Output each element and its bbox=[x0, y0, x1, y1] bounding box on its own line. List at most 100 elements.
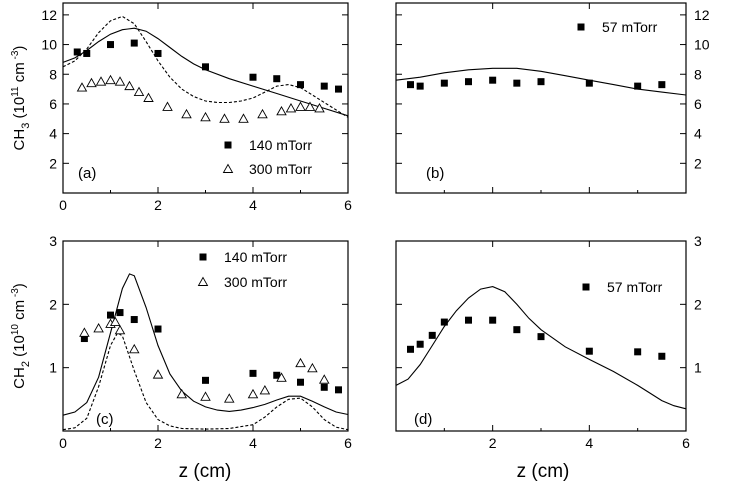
data-point-square-c bbox=[116, 309, 124, 317]
x-tick-label-a: 0 bbox=[59, 197, 67, 213]
panel-d: 2 4 6 1 2 3 57 mTorr (d) bbox=[395, 233, 702, 451]
data-point-triangle-a bbox=[105, 74, 116, 85]
data-point-square-a bbox=[320, 82, 328, 90]
data-point-square-d bbox=[634, 348, 642, 356]
data-point-triangle-a bbox=[86, 77, 97, 88]
x-tick-label-d: 6 bbox=[682, 435, 690, 451]
x-tick-label-d: 2 bbox=[489, 435, 497, 451]
data-point-square-d bbox=[407, 345, 414, 353]
y-tick-label-c: 1 bbox=[49, 360, 57, 376]
data-point-triangle-c bbox=[176, 388, 188, 399]
data-point-triangle-a bbox=[314, 102, 325, 113]
x-tick-label-a: 2 bbox=[154, 197, 162, 213]
x-tick-label-a: 6 bbox=[344, 197, 352, 213]
data-point-triangle-a bbox=[219, 113, 230, 123]
data-point-square-d bbox=[465, 316, 472, 324]
y-tick-label-a: 4 bbox=[49, 126, 57, 142]
y-tick-label-b: 2 bbox=[694, 155, 702, 171]
data-point-square-d bbox=[440, 318, 448, 326]
y-tick-label-b: 8 bbox=[694, 66, 702, 82]
data-point-square-d bbox=[585, 347, 593, 355]
data-point-square-c bbox=[130, 316, 138, 324]
data-point-triangle-c bbox=[200, 391, 211, 401]
data-point-triangle-c bbox=[295, 357, 306, 368]
legend-marker-a bbox=[224, 141, 232, 149]
data-point-square-b bbox=[407, 81, 414, 89]
data-point-square-a bbox=[154, 49, 162, 57]
data-point-triangle-c bbox=[109, 316, 121, 327]
data-point-triangle-c bbox=[128, 343, 140, 354]
data-point-square-a bbox=[107, 41, 114, 49]
data-point-square-d bbox=[537, 333, 545, 341]
data-point-triangle-c bbox=[247, 388, 259, 399]
panel-a: 0 2 4 6 2 4 6 8 10 12 140 mTorr 300 mTorr (a) CH3 (10… bbox=[10, 2, 352, 213]
data-point-triangle-c bbox=[307, 362, 318, 373]
data-point-triangle-c bbox=[93, 322, 104, 333]
data-point-square-c bbox=[80, 335, 88, 343]
legend-label-a: 140 mTorr bbox=[249, 137, 312, 153]
legend-label-c: 300 mTorr bbox=[224, 274, 287, 290]
data-point-square-c bbox=[335, 386, 342, 394]
data-point-triangle-a bbox=[143, 92, 154, 102]
data-point-square-c bbox=[154, 325, 162, 333]
y-tick-label-c: 2 bbox=[49, 296, 57, 312]
data-point-square-c bbox=[320, 383, 328, 391]
data-point-square-a bbox=[273, 75, 281, 83]
data-point-triangle-a bbox=[181, 108, 192, 119]
data-point-triangle-a bbox=[304, 101, 316, 111]
data-point-square-a bbox=[297, 81, 304, 89]
data-point-triangle-a bbox=[76, 82, 88, 92]
data-point-triangle-a bbox=[257, 108, 268, 119]
data-point-square-c bbox=[202, 376, 209, 384]
data-point-triangle-a bbox=[114, 76, 126, 86]
y-tick-label-a: 6 bbox=[49, 96, 57, 112]
data-point-square-d bbox=[416, 340, 424, 348]
data-point-square-c bbox=[249, 369, 257, 377]
data-point-square-a bbox=[335, 85, 342, 93]
y-tick-label-d: 1 bbox=[694, 360, 702, 376]
y-axis-label-a: CH3 (1011 cm -3) bbox=[10, 46, 32, 151]
data-point-square-d bbox=[489, 316, 497, 324]
data-point-square-a bbox=[83, 49, 91, 57]
data-point-square-c bbox=[297, 378, 304, 386]
x-tick-label-c: 4 bbox=[249, 435, 257, 451]
x-tick-label-d: 4 bbox=[585, 435, 593, 451]
data-point-square-b bbox=[585, 79, 593, 87]
panel-label-b: (b) bbox=[426, 165, 444, 182]
x-axis-label-right: z (cm) bbox=[517, 461, 570, 482]
data-point-triangle-a bbox=[285, 102, 297, 113]
data-point-square-a bbox=[73, 48, 81, 56]
legend-label-b: 57 mTorr bbox=[602, 19, 658, 35]
data-point-triangle-a bbox=[238, 113, 249, 123]
data-point-square-b bbox=[537, 78, 545, 86]
y-tick-label-b: 12 bbox=[694, 7, 710, 23]
data-point-triangle-a bbox=[124, 80, 135, 91]
panel-label-c: (c) bbox=[96, 411, 114, 428]
data-point-triangle-c bbox=[276, 372, 287, 382]
data-point-triangle-a bbox=[276, 105, 287, 116]
data-point-square-b bbox=[440, 79, 448, 87]
data-point-triangle-a bbox=[295, 101, 306, 111]
y-tick-label-b: 10 bbox=[694, 37, 710, 53]
model-curve-c-dashed bbox=[62, 332, 349, 431]
plot-frame-c bbox=[62, 240, 349, 432]
data-point-triangle-a bbox=[95, 76, 107, 86]
y-tick-label-a: 2 bbox=[49, 155, 57, 171]
legend-marker-d bbox=[582, 283, 590, 291]
data-point-triangle-c bbox=[318, 374, 330, 384]
data-point-square-b bbox=[513, 79, 521, 87]
data-point-square-c bbox=[273, 371, 281, 379]
data-point-square-a bbox=[249, 73, 257, 81]
legend-marker-c bbox=[197, 276, 209, 286]
y-tick-label-d: 2 bbox=[694, 296, 702, 312]
data-point-triangle-c bbox=[223, 393, 235, 403]
legend-label-a: 300 mTorr bbox=[249, 161, 312, 177]
data-point-square-c bbox=[107, 311, 114, 319]
y-tick-label-c: 3 bbox=[49, 233, 57, 249]
x-tick-label-a: 4 bbox=[249, 197, 257, 213]
data-point-square-b bbox=[465, 78, 472, 86]
y-tick-label-a: 12 bbox=[41, 7, 57, 23]
model-curve-a-solid bbox=[62, 27, 349, 117]
data-point-square-b bbox=[634, 82, 642, 90]
